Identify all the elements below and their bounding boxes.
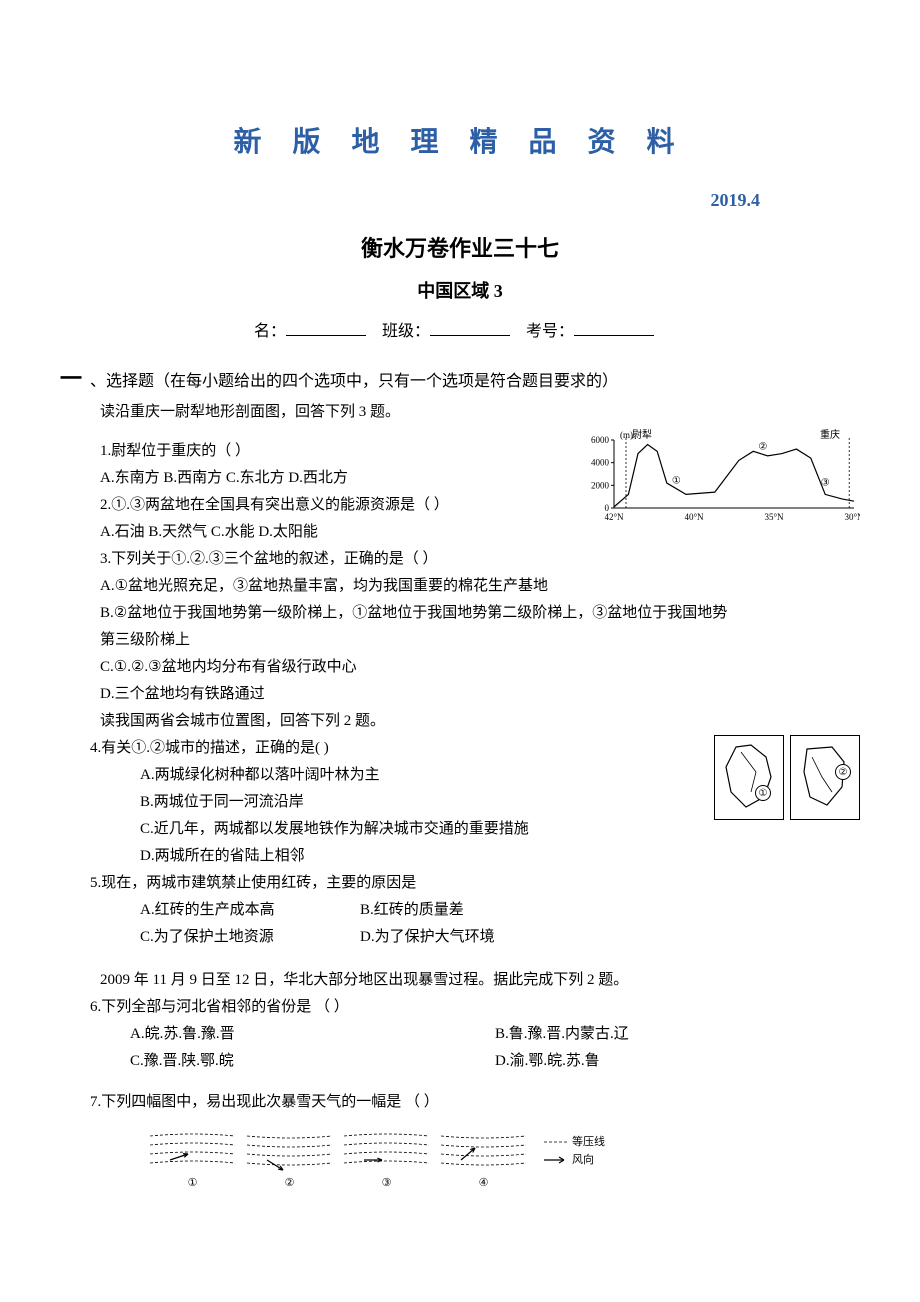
map-box-1: ① <box>714 735 784 820</box>
svg-text:6000: 6000 <box>591 435 610 445</box>
elevation-profile-chart: 020004000600042°N40°N35°N30°N(m)尉犁重庆①②③ <box>580 426 860 531</box>
q3-opt-a: A.①盆地光照充足，③盆地热量丰富，均为我国重要的棉花生产基地 <box>100 573 860 600</box>
lead-text-1: 读沿重庆一尉犁地形剖面图，回答下列 3 题。 <box>100 399 860 426</box>
q3-opt-b-1: B.②盆地位于我国地势第一级阶梯上，①盆地位于我国地势第二级阶梯上，③盆地位于我… <box>100 600 860 627</box>
topic-title: 中国区域 3 <box>60 277 860 303</box>
q4-opt-d: D.两城所在的省陆上相邻 <box>140 843 860 870</box>
svg-text:40°N: 40°N <box>684 512 704 522</box>
q6-opt-d: D.渝.鄂.皖.苏.鲁 <box>495 1048 860 1075</box>
class-label: 班级： <box>382 323 430 340</box>
q6-opt-a: A.皖.苏.鲁.豫.晋 <box>130 1021 495 1048</box>
name-label: 名： <box>254 323 286 340</box>
q5-opt-d: D.为了保护大气环境 <box>360 924 495 951</box>
exam-label: 考号： <box>526 323 574 340</box>
student-info-line: 名： 班级： 考号： <box>60 317 860 341</box>
date-label: 2019.4 <box>60 190 860 211</box>
svg-text:风向: 风向 <box>572 1152 594 1166</box>
lead-text-2: 读我国两省会城市位置图，回答下列 2 题。 <box>100 708 860 735</box>
svg-text:②: ② <box>285 1177 295 1189</box>
svg-text:35°N: 35°N <box>764 512 784 522</box>
map-box-2: ② <box>790 735 860 820</box>
svg-text:③: ③ <box>382 1177 392 1189</box>
map-label-2: ② <box>835 764 851 780</box>
q3-opt-b-2: 第三级阶梯上 <box>100 627 860 654</box>
q6-opt-c: C.豫.晋.陕.鄂.皖 <box>130 1048 495 1075</box>
svg-text:③: ③ <box>821 478 830 489</box>
name-blank[interactable] <box>286 335 366 336</box>
q5-opt-c: C.为了保护土地资源 <box>140 924 360 951</box>
svg-text:2000: 2000 <box>591 480 610 490</box>
section-number: 一 <box>60 361 82 393</box>
q6-stem: 6.下列全部与河北省相邻的省份是 （ ） <box>90 994 860 1021</box>
svg-text:42°N: 42°N <box>604 512 624 522</box>
svg-text:重庆: 重庆 <box>820 428 840 441</box>
svg-text:④: ④ <box>479 1177 489 1189</box>
q3-opt-c: C.①.②.③盆地内均分布有省级行政中心 <box>100 654 860 681</box>
svg-text:②: ② <box>758 441 767 452</box>
svg-text:①: ① <box>672 475 681 486</box>
weather-figure: ① ② ③ ④ 等压线风向 <box>150 1124 860 1209</box>
q3-stem: 3.下列关于①.②.③三个盆地的叙述，正确的是（ ） <box>100 546 860 573</box>
q5-opt-a: A.红砖的生产成本高 <box>140 897 360 924</box>
q5-stem: 5.现在，两城市建筑禁止使用红砖，主要的原因是 <box>90 870 860 897</box>
class-blank[interactable] <box>430 335 510 336</box>
map-label-1: ① <box>755 785 771 801</box>
exam-blank[interactable] <box>574 335 654 336</box>
svg-text:30°N: 30°N <box>844 512 860 522</box>
svg-text:①: ① <box>188 1177 198 1189</box>
svg-text:4000: 4000 <box>591 458 610 468</box>
section-header: 一 、选择题（在每小题给出的四个选项中，只有一个选项是符合题目要求的） <box>60 361 860 393</box>
lead-text-3: 2009 年 11 月 9 日至 12 日，华北大部分地区出现暴雪过程。据此完成… <box>100 967 860 994</box>
q7-stem: 7.下列四幅图中，易出现此次暴雪天气的一幅是 （ ） <box>90 1089 860 1116</box>
map-thumbnails: ① ② <box>714 735 860 820</box>
q5-opt-b: B.红砖的质量差 <box>360 897 464 924</box>
svg-text:尉犁: 尉犁 <box>632 428 652 441</box>
q3-opt-d: D.三个盆地均有铁路通过 <box>100 681 860 708</box>
q6-opt-b: B.鲁.豫.晋.内蒙古.辽 <box>495 1021 860 1048</box>
section-title: 、选择题（在每小题给出的四个选项中，只有一个选项是符合题目要求的） <box>90 367 618 391</box>
main-title: 新 版 地 理 精 品 资 料 <box>60 120 860 160</box>
worksheet-title: 衡水万卷作业三十七 <box>60 231 860 263</box>
q4-opt-c: C.近几年，两城都以发展地铁作为解决城市交通的重要措施 <box>140 816 860 843</box>
svg-text:等压线: 等压线 <box>572 1134 605 1148</box>
